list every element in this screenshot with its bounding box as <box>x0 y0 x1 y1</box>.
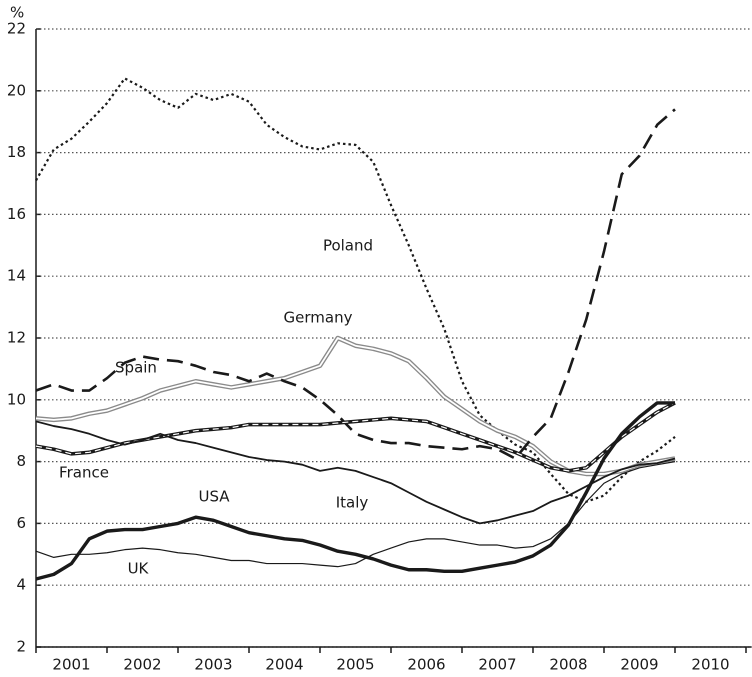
x-tick-label: 2004 <box>265 656 303 674</box>
x-tick-label: 2003 <box>194 656 232 674</box>
series-line <box>35 420 676 525</box>
series-label: Italy <box>336 494 369 512</box>
x-tick-label: 2005 <box>336 656 374 674</box>
series-line <box>35 461 676 568</box>
series-label: UK <box>128 560 150 578</box>
y-tick-label: 14 <box>7 267 26 285</box>
series-line <box>35 77 676 503</box>
y-tick-label: 4 <box>16 576 26 594</box>
x-tick-label: 2001 <box>52 656 90 674</box>
y-tick-label: 22 <box>7 20 26 38</box>
series-line <box>35 401 675 581</box>
series-label: Spain <box>115 359 157 377</box>
x-tick-label: 2006 <box>407 656 445 674</box>
x-tick-label: 2009 <box>620 656 658 674</box>
y-tick-label: 8 <box>16 452 26 470</box>
series-line <box>35 108 676 460</box>
y-tick-label: 16 <box>7 205 26 223</box>
y-tick-label: 10 <box>7 390 26 408</box>
series-line <box>35 401 676 473</box>
x-tick-label: 2008 <box>549 656 587 674</box>
y-tick-label: 18 <box>7 143 26 161</box>
x-tick-label: 2010 <box>691 656 729 674</box>
series-label: Germany <box>284 309 353 327</box>
y-tick-label: 20 <box>7 81 26 99</box>
x-tick-label: 2002 <box>123 656 161 674</box>
series-label: Poland <box>323 237 373 255</box>
y-tick-label: 6 <box>16 514 26 532</box>
series-label: France <box>59 464 109 482</box>
y-unit-label: % <box>10 4 24 22</box>
y-tick-label: 12 <box>7 329 26 347</box>
series-line-inner <box>35 402 676 472</box>
series-label: USA <box>198 488 230 506</box>
y-tick-label: 2 <box>16 638 26 656</box>
x-tick-label: 2007 <box>478 656 516 674</box>
